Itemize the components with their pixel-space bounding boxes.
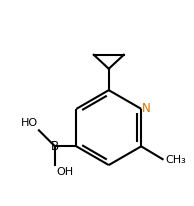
Text: HO: HO bbox=[21, 118, 38, 128]
Text: OH: OH bbox=[56, 167, 73, 177]
Text: CH₃: CH₃ bbox=[165, 155, 186, 165]
Text: B: B bbox=[51, 140, 59, 153]
Text: N: N bbox=[142, 102, 151, 115]
